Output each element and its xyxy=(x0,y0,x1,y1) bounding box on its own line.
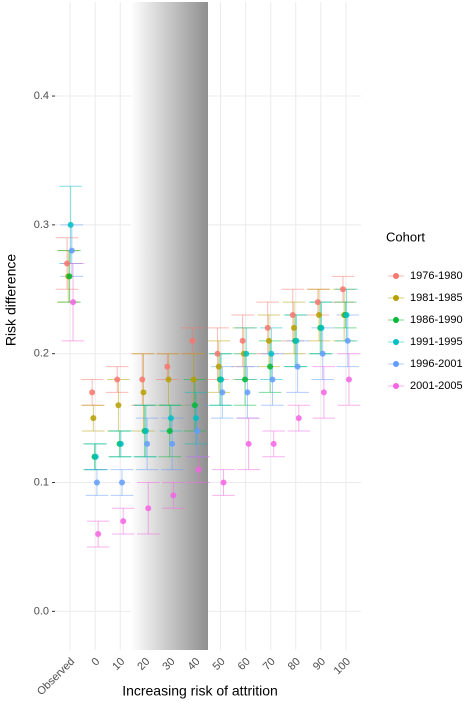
y-tick-label: 0.2 xyxy=(34,348,49,360)
point xyxy=(195,466,202,473)
legend-title: Cohort xyxy=(386,229,425,244)
point xyxy=(139,376,146,383)
point xyxy=(166,427,173,434)
legend-label: 2001-2005 xyxy=(410,380,463,392)
point xyxy=(167,415,174,422)
point xyxy=(319,350,326,357)
point xyxy=(294,363,301,370)
point xyxy=(218,376,225,383)
point xyxy=(220,479,227,486)
point xyxy=(115,402,122,409)
point xyxy=(270,440,277,447)
point xyxy=(92,453,99,460)
point xyxy=(267,363,274,370)
point xyxy=(344,337,351,344)
point xyxy=(64,260,71,267)
point xyxy=(120,518,127,525)
legend-key xyxy=(393,317,399,323)
point xyxy=(295,415,302,422)
point xyxy=(68,247,75,254)
x-tick-label: 100 xyxy=(332,656,353,677)
point xyxy=(95,531,102,538)
point xyxy=(214,350,221,357)
point xyxy=(345,376,352,383)
point xyxy=(193,415,200,422)
point xyxy=(314,299,321,306)
point xyxy=(66,273,73,280)
y-tick-label: 0.0 xyxy=(34,605,49,617)
x-tick-label: 0 xyxy=(89,656,102,669)
legend-label: 1981-1985 xyxy=(410,292,463,304)
x-tick-label: Observed xyxy=(35,656,77,698)
legend-label: 1991-1995 xyxy=(410,336,463,348)
point xyxy=(265,337,272,344)
x-axis-title: Increasing risk of attrition xyxy=(122,683,278,699)
y-tick-label: 0.4 xyxy=(34,90,49,102)
x-tick-label: 30 xyxy=(160,656,177,673)
point xyxy=(191,402,198,409)
point xyxy=(242,376,249,383)
point xyxy=(165,376,172,383)
point xyxy=(289,312,296,319)
point xyxy=(67,221,74,228)
point xyxy=(339,286,346,293)
point xyxy=(169,440,176,447)
point xyxy=(117,440,124,447)
point xyxy=(245,440,252,447)
point xyxy=(194,427,201,434)
x-tick-label: 10 xyxy=(110,656,127,673)
point xyxy=(144,440,151,447)
point xyxy=(119,479,126,486)
legend-key xyxy=(393,361,399,367)
y-axis-title: Risk difference xyxy=(3,254,19,347)
point xyxy=(145,505,152,512)
x-tick-label: 90 xyxy=(311,656,328,673)
x-tick-label: 60 xyxy=(236,656,253,673)
x-tick-label: 50 xyxy=(211,656,228,673)
y-tick-label: 0.3 xyxy=(34,219,49,231)
point xyxy=(318,324,325,331)
point xyxy=(264,324,271,331)
point xyxy=(189,337,196,344)
shaded-region xyxy=(131,2,208,650)
point xyxy=(244,389,251,396)
legend-key xyxy=(393,339,399,345)
point xyxy=(70,299,77,306)
x-tick-label: 70 xyxy=(261,656,278,673)
legend-label: 1976-1980 xyxy=(410,270,463,282)
point xyxy=(93,479,100,486)
x-tick-label: 80 xyxy=(286,656,303,673)
point xyxy=(290,324,297,331)
point xyxy=(316,312,323,319)
point xyxy=(215,363,222,370)
legend-label: 1986-1990 xyxy=(410,314,463,326)
x-tick-label: 20 xyxy=(135,656,152,673)
point xyxy=(219,389,226,396)
point xyxy=(90,415,97,422)
point xyxy=(164,363,171,370)
point xyxy=(239,337,246,344)
point xyxy=(268,350,275,357)
point xyxy=(243,350,250,357)
legend-key xyxy=(393,273,399,279)
point xyxy=(320,389,327,396)
point xyxy=(190,376,197,383)
point xyxy=(142,427,149,434)
legend-key xyxy=(393,383,399,389)
point xyxy=(269,376,276,383)
point xyxy=(293,337,300,344)
legend-key xyxy=(393,295,399,301)
y-tick-label: 0.1 xyxy=(34,476,49,488)
point xyxy=(89,389,96,396)
x-tick-label: 40 xyxy=(185,656,202,673)
point xyxy=(170,492,177,499)
point xyxy=(343,312,350,319)
point xyxy=(140,389,147,396)
legend-label: 1996-2001 xyxy=(410,358,463,370)
point xyxy=(114,376,121,383)
